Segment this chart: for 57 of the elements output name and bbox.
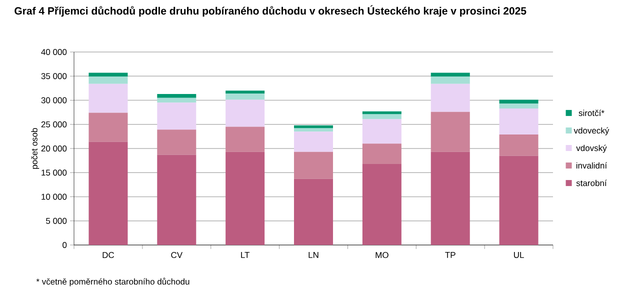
y-tick-label: 20 000 — [41, 145, 67, 152]
bar — [499, 100, 538, 104]
bar — [88, 76, 128, 84]
bar — [157, 154, 196, 245]
bar — [226, 93, 265, 100]
bar — [226, 100, 265, 127]
bar — [226, 126, 265, 152]
y-tick-label: 35 000 — [41, 73, 67, 80]
x-tick-label: DC — [102, 252, 114, 258]
bar — [499, 104, 538, 108]
y-axis-title: počet osob — [31, 128, 40, 169]
x-tick-label: LT — [241, 252, 250, 258]
text: * včetně poměrného starobního důchodu — [36, 278, 190, 286]
bar — [294, 178, 334, 245]
bar — [157, 94, 196, 98]
y-tick-label: 10 000 — [42, 194, 67, 200]
x-tick-label: MO — [376, 252, 388, 258]
bar — [430, 76, 470, 84]
legend-label: starobní — [576, 180, 607, 186]
y-tick-label: 40 000 — [41, 48, 67, 56]
bar — [294, 132, 334, 152]
bar — [88, 72, 128, 77]
bar — [88, 142, 128, 245]
bar — [157, 102, 196, 130]
y-tick-label: 25 000 — [41, 121, 67, 128]
bar — [362, 164, 402, 245]
bar — [362, 144, 402, 164]
x-tick-label: CV — [171, 252, 183, 258]
bar — [294, 152, 334, 179]
y-tick-label: 15 000 — [42, 170, 67, 176]
bar — [88, 112, 128, 142]
bar — [362, 119, 402, 144]
bar — [157, 98, 196, 103]
legend-label: vdovský — [576, 144, 607, 153]
x-tick-label: LN — [308, 252, 318, 258]
bar — [362, 114, 402, 120]
x-tick-label: TP — [445, 252, 456, 258]
bar — [430, 152, 470, 245]
legend-label: invalidní — [576, 162, 608, 169]
bar — [499, 134, 538, 156]
bar — [499, 108, 538, 135]
bar — [157, 130, 196, 155]
bar — [226, 152, 265, 245]
chart-title: Graf 4 Příjemci důchodů podle druhu pobíraného důchodu v okresech Ústeckého kraje v prosinci 2025 — [14, 5, 526, 17]
bar — [499, 156, 538, 245]
y-tick-label: 0 — [62, 242, 67, 248]
y-tick-label: 5 000 — [46, 218, 67, 224]
bar — [430, 112, 470, 152]
bar — [88, 84, 128, 113]
bar — [430, 84, 470, 112]
bar — [430, 72, 470, 77]
legend-label: sirotčí* — [578, 110, 604, 116]
x-tick-label: UL — [514, 252, 524, 258]
bar — [294, 128, 334, 132]
y-tick-label: 30 000 — [41, 97, 67, 104]
legend-label: vdovecký — [574, 127, 610, 136]
bar — [226, 90, 265, 94]
